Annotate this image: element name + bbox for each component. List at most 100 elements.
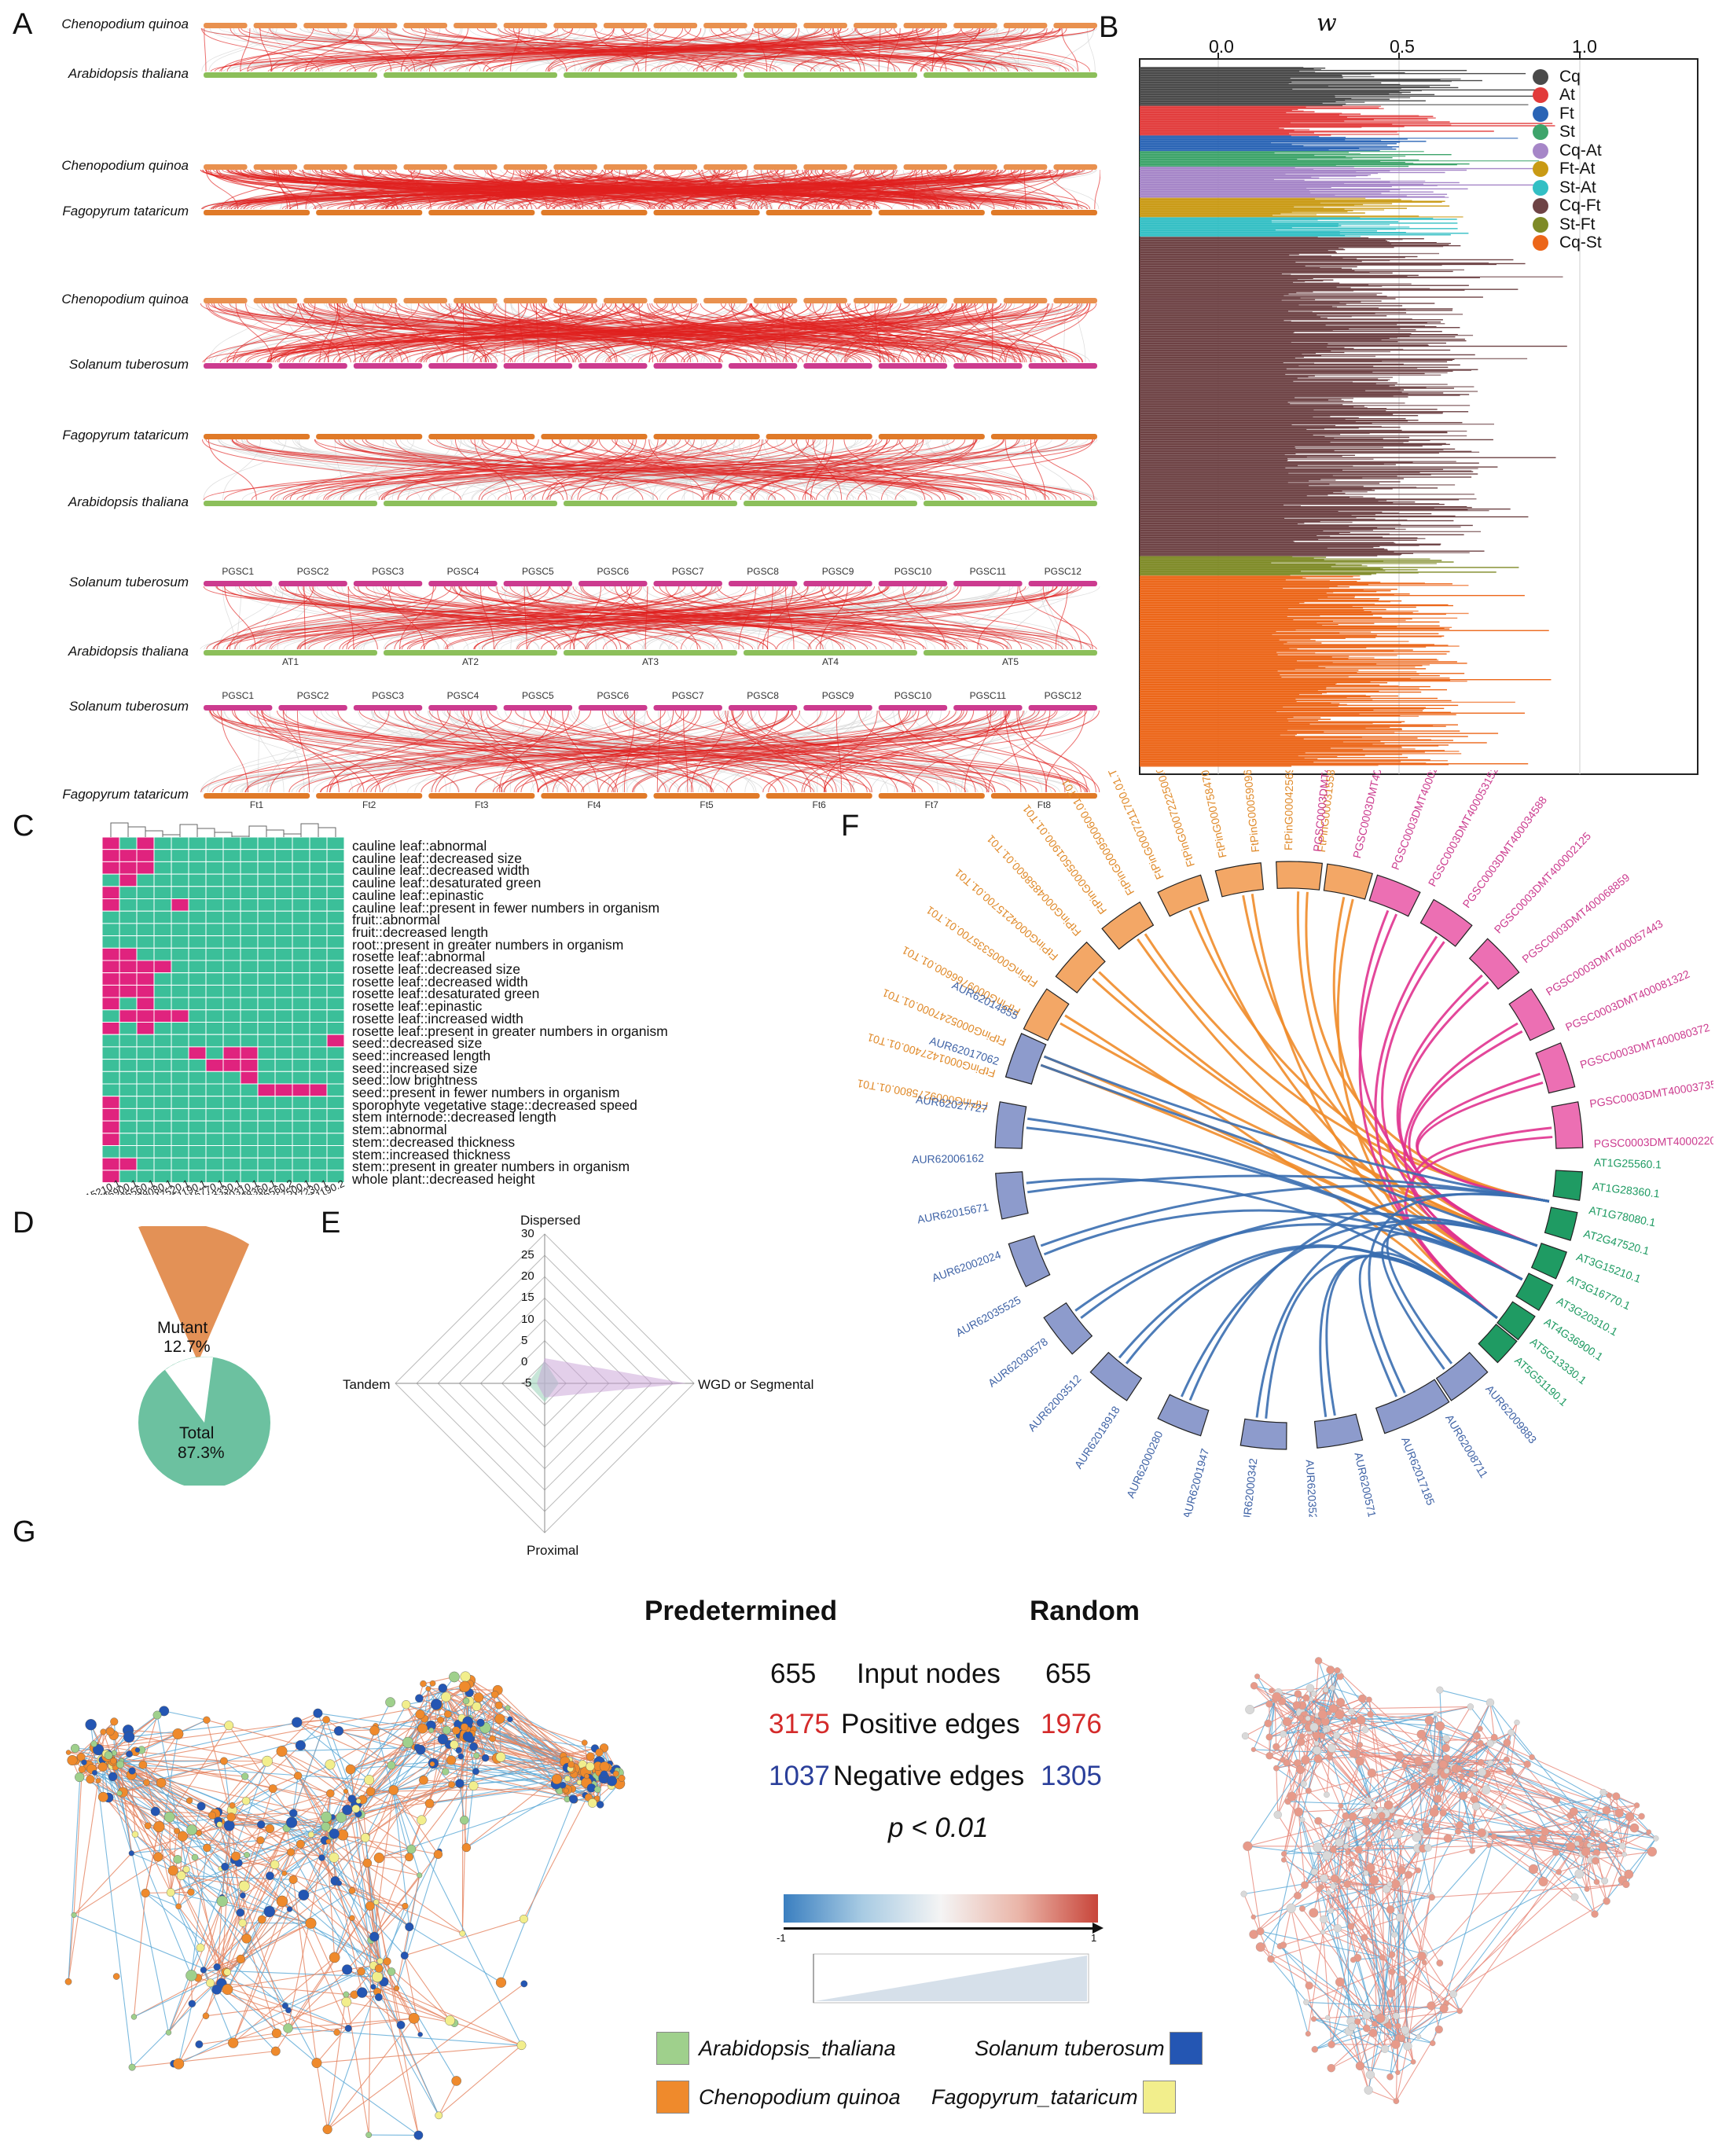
omega-bar <box>1140 534 1464 536</box>
omega-bar <box>1140 91 1411 94</box>
red-link <box>270 710 390 793</box>
omega-bar <box>1140 217 1361 219</box>
network-node <box>208 1811 217 1820</box>
red-link <box>767 303 932 363</box>
network-edge <box>339 1882 463 1934</box>
omega-bar <box>1140 554 1401 556</box>
omega-bar <box>1140 378 1379 380</box>
omega-bar <box>1140 516 1529 518</box>
red-link <box>215 169 773 210</box>
grey-link <box>276 439 579 501</box>
heat-cell <box>274 861 293 875</box>
red-link <box>940 303 989 363</box>
heat-cell <box>240 910 259 924</box>
heat-cell <box>274 1157 293 1171</box>
red-link <box>518 586 1026 650</box>
omega-bar <box>1140 435 1467 437</box>
omega-bar <box>1140 301 1361 303</box>
heat-cell <box>119 1046 138 1060</box>
omega-bar <box>1140 661 1457 663</box>
omega-bar <box>1140 319 1443 321</box>
omega-bar <box>1140 505 1301 507</box>
network-node <box>105 1727 115 1736</box>
network-node <box>130 2014 138 2020</box>
omega-bar <box>1140 134 1331 136</box>
omega-bar <box>1140 241 1437 244</box>
red-link <box>289 303 1024 363</box>
omega-bar <box>1140 679 1451 681</box>
omega-bar <box>1140 303 1346 305</box>
omega-bar <box>1140 484 1456 486</box>
heat-cell <box>257 1059 276 1072</box>
trait-label: stem internode::decreased length <box>352 1109 556 1126</box>
trait-label: stem::present in greater numbers in orga… <box>352 1159 630 1175</box>
omega-bar <box>1140 399 1328 401</box>
omega-bar <box>1140 174 1372 176</box>
heat-cell <box>136 898 155 912</box>
chromosome-bar-top <box>953 581 1023 586</box>
red-link <box>235 303 273 363</box>
omega-bar <box>1140 750 1445 751</box>
heat-cell <box>326 997 345 1011</box>
heat-cell <box>240 1083 259 1097</box>
network-node <box>176 1871 186 1881</box>
network-edge <box>232 1788 274 1811</box>
network-edge <box>368 1940 372 2136</box>
omega-bar <box>1140 593 1410 595</box>
heat-cell <box>171 1107 189 1122</box>
omega-bar <box>1140 546 1374 548</box>
omega-bar <box>1140 697 1438 700</box>
radar-tick-label: 15 <box>521 1291 534 1305</box>
omega-bar <box>1140 615 1287 618</box>
red-link <box>323 439 598 501</box>
omega-bar <box>1140 683 1336 685</box>
omega-bar <box>1140 569 1418 571</box>
network-edge <box>225 1780 424 1973</box>
red-link <box>678 303 1051 363</box>
omega-bar <box>1140 240 1386 241</box>
omega-bar <box>1140 94 1335 97</box>
omega-bar <box>1140 734 1280 736</box>
omega-bar <box>1140 543 1441 545</box>
heat-cell <box>240 1059 259 1072</box>
omega-bar <box>1140 550 1485 552</box>
red-link <box>394 710 777 793</box>
omega-bar <box>1140 617 1458 619</box>
omega-bar <box>1140 199 1401 200</box>
synteny-pair-6 <box>200 705 1100 799</box>
red-link <box>324 303 420 363</box>
red-link <box>761 169 785 210</box>
omega-bar <box>1140 236 1361 237</box>
at-block <box>1530 1243 1567 1280</box>
omega-bar <box>1140 207 1324 208</box>
network-edge <box>379 1849 412 1859</box>
red-link <box>217 710 568 793</box>
panel-label-a: A <box>13 8 33 41</box>
omega-bar <box>1140 281 1306 282</box>
omega-bar <box>1140 97 1352 100</box>
omega-bar <box>1140 744 1449 746</box>
network-edge <box>108 1754 357 1805</box>
heat-cell <box>326 898 345 912</box>
network-node <box>351 1804 361 1813</box>
omega-bar <box>1140 513 1375 516</box>
mutant-pie-chart <box>138 1222 270 1489</box>
chromosome-bar-top <box>253 164 298 170</box>
omega-bar <box>1140 418 1346 421</box>
network-node <box>362 1858 373 1868</box>
grey-link <box>241 439 510 501</box>
omega-bar <box>1140 178 1381 180</box>
omega-bar <box>1140 147 1393 149</box>
omega-legend-item: Cq <box>1533 68 1602 86</box>
heat-cell <box>240 1009 259 1023</box>
red-link <box>472 303 527 363</box>
radar-axis-tandem: Tandem <box>343 1377 391 1392</box>
red-link <box>437 710 549 793</box>
grey-link <box>799 710 1008 793</box>
omega-bar <box>1140 152 1275 154</box>
omega-bar <box>1140 174 1368 177</box>
network-edge <box>470 1680 501 1720</box>
omega-bar <box>1140 121 1450 123</box>
network-edge <box>1439 1787 1475 1801</box>
grey-link <box>912 710 1043 793</box>
